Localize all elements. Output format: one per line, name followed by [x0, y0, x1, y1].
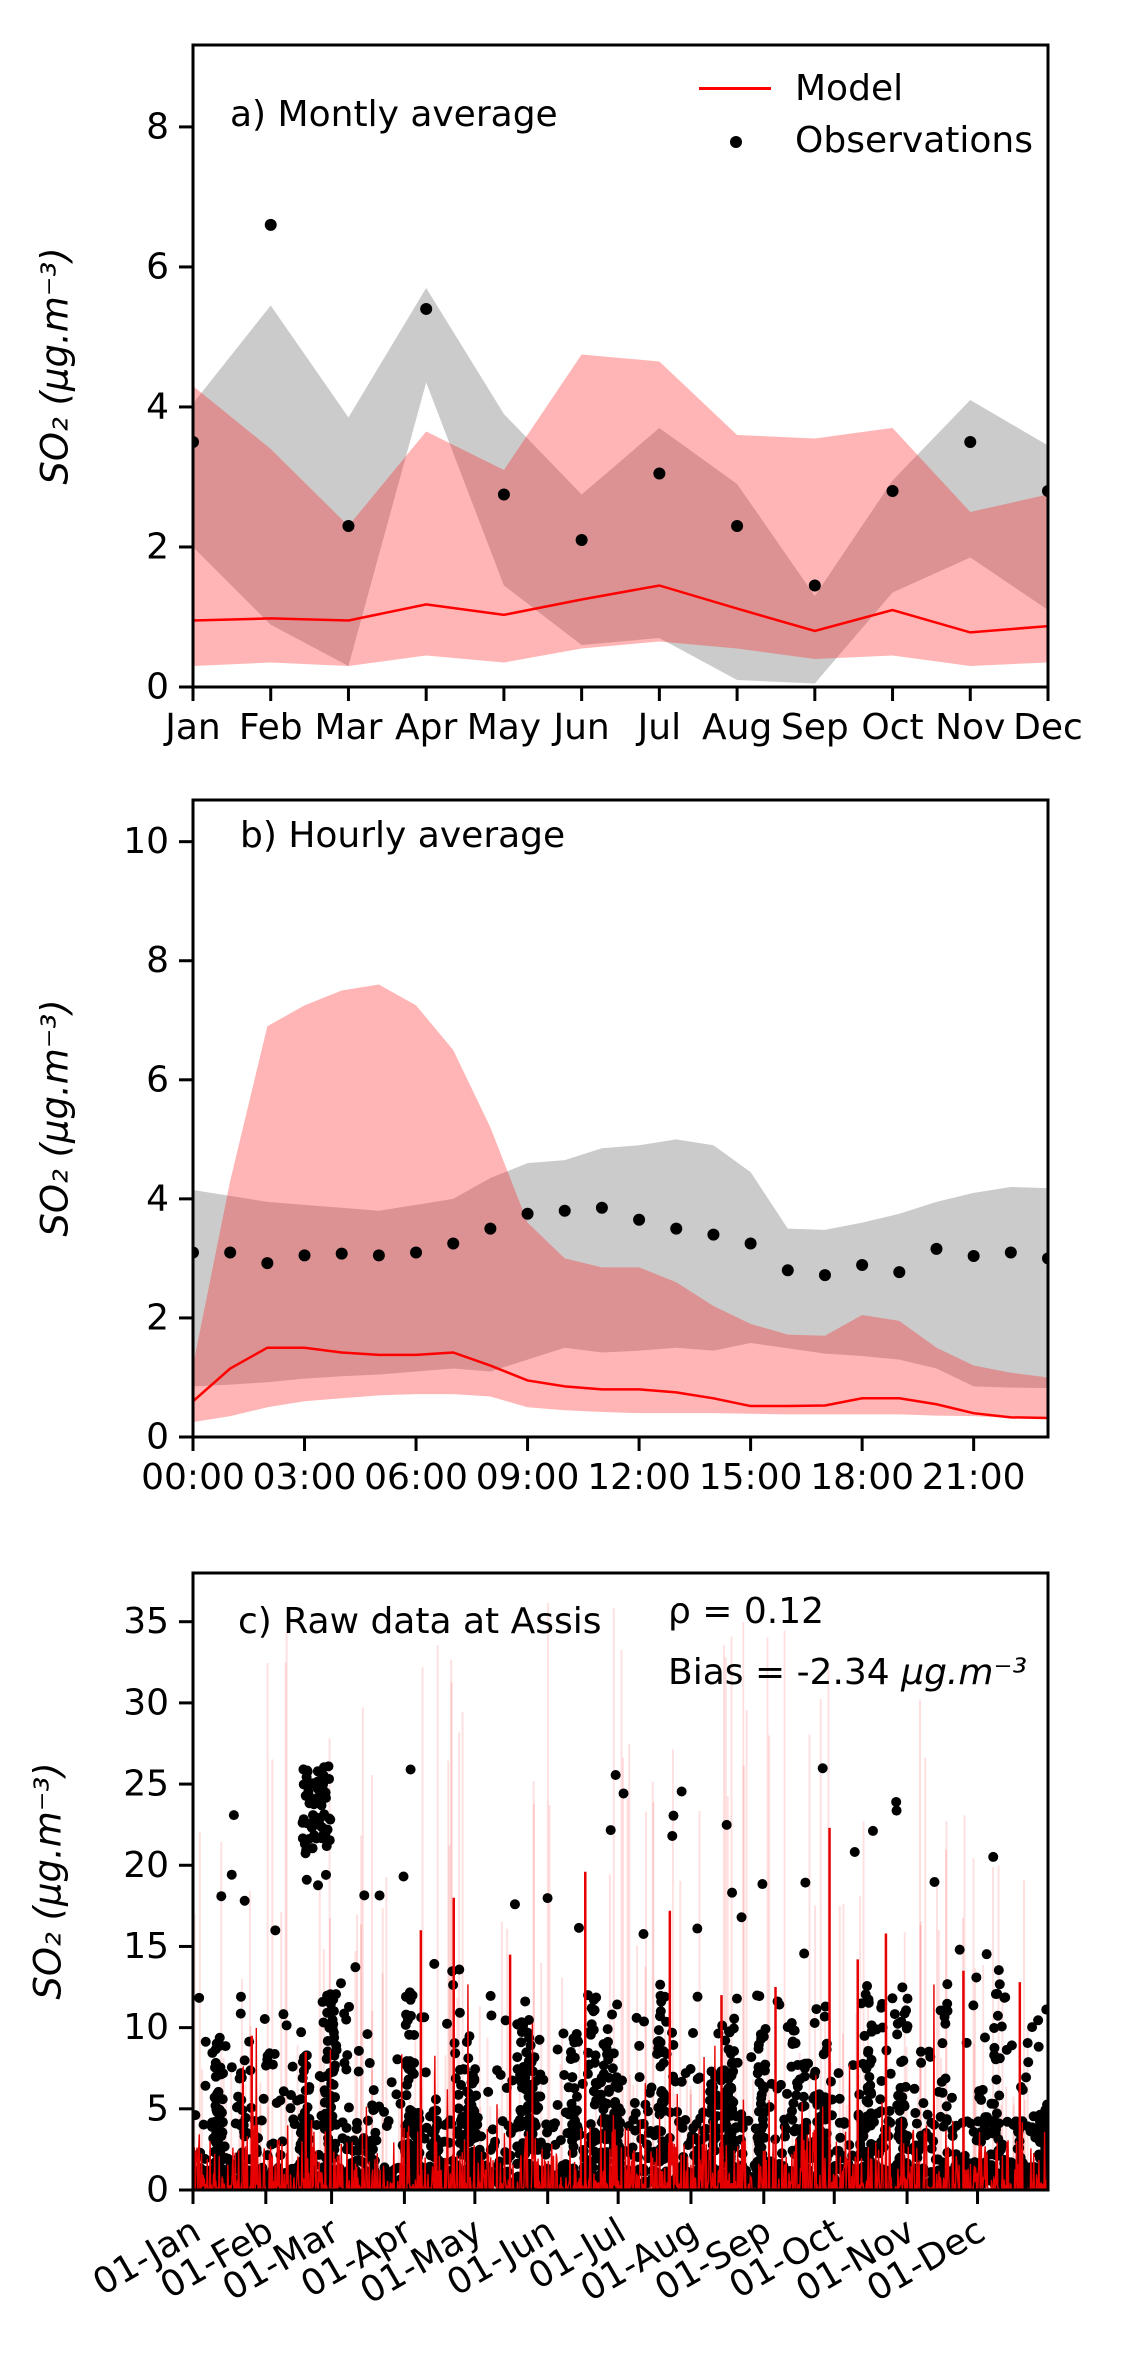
- panel-c-observation-points: [193, 1761, 1048, 2190]
- panel-b-observations-band: [193, 1139, 1048, 1389]
- panel-b-model-band: [193, 984, 1048, 1423]
- bias-unit-text: µg.m⁻³: [901, 1652, 1027, 1693]
- panel-a-model-band: [193, 354, 1048, 666]
- svg-text:Aug: Aug: [702, 707, 772, 748]
- svg-text:0: 0: [146, 667, 169, 708]
- svg-text:4: 4: [146, 1178, 169, 1219]
- bias-value-text: Bias = -2.34: [668, 1652, 890, 1693]
- svg-text:30: 30: [123, 1682, 169, 1723]
- svg-text:21:00: 21:00: [922, 1457, 1026, 1498]
- svg-text:15:00: 15:00: [699, 1457, 803, 1498]
- svg-text:8: 8: [146, 940, 169, 981]
- panel-c-ylabel: SO₂ (µg.m⁻³): [26, 1762, 70, 2000]
- panel-b-ylabel: SO₂ (µg.m⁻³): [33, 999, 77, 1237]
- panel-c-axes: 0 5 10 15 20 25 30 35 01-Jan01-Feb01-Mar01-Apr01…: [86, 1571, 1050, 2312]
- svg-text:Jul: Jul: [636, 707, 681, 748]
- svg-text:10: 10: [123, 2007, 169, 2048]
- panel-a-ylabel: SO₂ (µg.m⁻³): [33, 247, 77, 485]
- panel-a-x-axis: Jan Feb Mar Apr May Jun Jul Aug Sep Oct Nov Dec: [163, 687, 1083, 748]
- panel-b-x-axis: 00:00 03:00 06:00 09:00 12:00 15:00 18:00 21:00: [141, 1437, 1026, 1498]
- panel-a-y-axis: 0 2 4 6 8: [146, 106, 193, 708]
- svg-text:5: 5: [146, 2088, 169, 2129]
- svg-text:2: 2: [146, 1297, 169, 1338]
- panel-c-rho-annotation: ρ = 0.12: [668, 1591, 825, 1632]
- svg-text:Jun: Jun: [552, 707, 610, 748]
- panel-a-plot-area: [193, 218, 1048, 684]
- panel-a-observations-band: [193, 287, 1048, 684]
- svg-text:00:00: 00:00: [141, 1457, 245, 1498]
- svg-text:0: 0: [146, 2170, 169, 2211]
- svg-text:Jan: Jan: [163, 707, 221, 748]
- panel-b-title: b) Hourly average: [240, 815, 566, 856]
- svg-text:Apr: Apr: [395, 707, 457, 748]
- panel-c-title: c) Raw data at Assis: [238, 1601, 602, 1642]
- svg-text:Nov: Nov: [935, 707, 1005, 748]
- svg-text:6: 6: [146, 1059, 169, 1100]
- svg-text:09:00: 09:00: [476, 1457, 580, 1498]
- svg-text:Mar: Mar: [314, 707, 382, 748]
- legend-observations-dot-swatch: [730, 136, 742, 148]
- panel-b-axes: 0 2 4 6 8 10 00:00 03:00 06:00 09:00 12:00 15:00 18:…: [123, 798, 1050, 1498]
- svg-text:25: 25: [123, 1764, 169, 1805]
- panel-b-y-axis: 0 2 4 6 8 10: [123, 821, 193, 1458]
- svg-text:35: 35: [123, 1601, 169, 1642]
- svg-text:Oct: Oct: [861, 707, 923, 748]
- svg-text:20: 20: [123, 1845, 169, 1886]
- panel-c-bias-annotation: Bias = -2.34 µg.m⁻³: [668, 1652, 1027, 1694]
- svg-text:0: 0: [146, 1417, 169, 1458]
- panel-c-model-big-spikes: [250, 1827, 1022, 2190]
- svg-text:12:00: 12:00: [587, 1457, 691, 1498]
- svg-text:15: 15: [123, 1926, 169, 1967]
- panel-b-model-line: [193, 1346, 1048, 1420]
- legend-model-label: Model: [795, 68, 904, 109]
- svg-text:Feb: Feb: [239, 707, 303, 748]
- svg-text:10: 10: [123, 821, 169, 862]
- panel-c-plot-area: [193, 1602, 1048, 2190]
- svg-text:18:00: 18:00: [810, 1457, 914, 1498]
- svg-text:8: 8: [146, 106, 169, 147]
- svg-text:6: 6: [146, 246, 169, 287]
- panel-a-axes: 0 2 4 6 8 Jan Feb Mar Apr May Jun Jul Aug Sep Oct Nov De…: [146, 43, 1083, 748]
- svg-text:4: 4: [146, 386, 169, 427]
- svg-text:Sep: Sep: [781, 707, 849, 748]
- svg-text:06:00: 06:00: [364, 1457, 468, 1498]
- panel-a-title: a) Montly average: [230, 94, 558, 135]
- panel-b-observation-points: [193, 1201, 1048, 1282]
- panel-a-model-line: [193, 584, 1048, 634]
- svg-text:May: May: [467, 707, 541, 748]
- legend-model-line-swatch: [699, 87, 771, 90]
- svg-text:03:00: 03:00: [253, 1457, 357, 1498]
- panel-b-plot-area: [193, 984, 1048, 1423]
- svg-text:2: 2: [146, 526, 169, 567]
- panel-c-y-axis: 0 5 10 15 20 25 30 35: [123, 1601, 193, 2211]
- legend-observations-label: Observations: [795, 120, 1033, 161]
- panel-c-x-axis: 01-Jan01-Feb01-Mar01-Apr01-May01-Jun01-J…: [86, 2190, 992, 2312]
- svg-text:Dec: Dec: [1013, 707, 1083, 748]
